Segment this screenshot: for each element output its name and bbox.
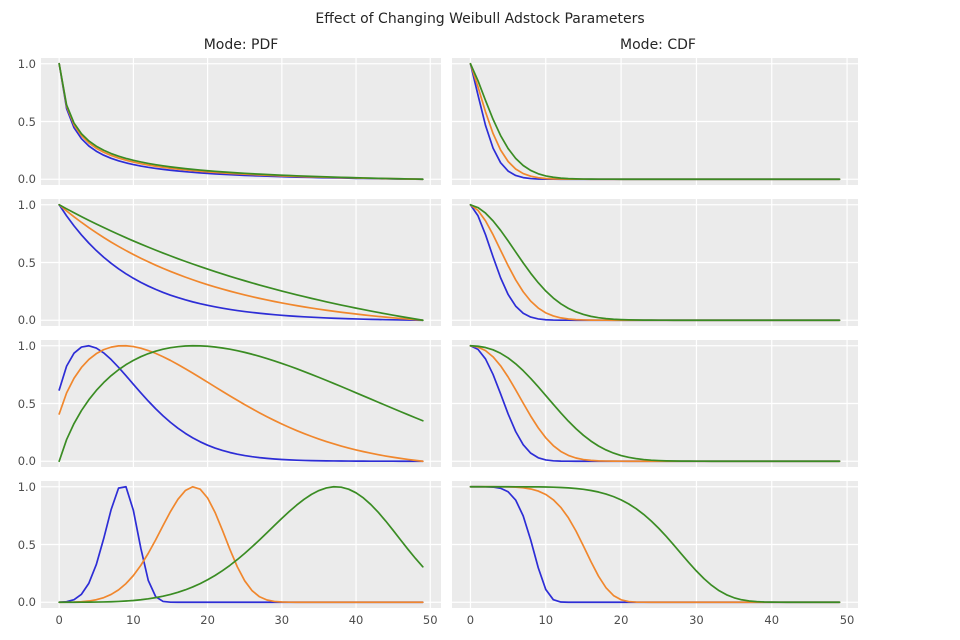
y-tick-label: 0.0: [17, 454, 36, 469]
y-tick-label: 0.5: [17, 396, 36, 411]
x-tick-label: 20: [200, 613, 215, 627]
x-tick-label: 30: [689, 613, 704, 627]
x-tick-label: 10: [126, 613, 141, 627]
curve-scale-40-pdf: [58, 485, 424, 604]
curve-scale-40-cdf: [469, 344, 841, 463]
panel-row3-pdf: [41, 340, 441, 467]
x-tick-label: 50: [422, 613, 438, 627]
panel-row2-cdf: [452, 199, 858, 326]
figure-title: Effect of Changing Weibull Adstock Param…: [315, 11, 645, 27]
subplot-title-pdf: Mode: PDF: [203, 37, 279, 53]
subplot-title-cdf: Mode: CDF: [620, 37, 696, 53]
x-tick-label: 30: [274, 613, 290, 627]
curve-scale-40-cdf: [469, 62, 841, 181]
curve-scale-40-pdf: [58, 62, 424, 181]
x-tick-label: 20: [613, 613, 629, 627]
plot-area-row1-pdf: [41, 58, 441, 185]
panel-row1-pdf: [41, 58, 441, 185]
y-tick-label: 0.0: [17, 313, 36, 328]
y-tick-label: 1.0: [17, 197, 36, 212]
curve-scale-20-pdf: [58, 344, 424, 463]
curve-scale-20-pdf: [58, 485, 424, 604]
y-tick-label: 1.0: [17, 479, 36, 494]
y-tick-label: 0.0: [17, 595, 36, 610]
plot-area-row2-pdf: [41, 199, 441, 326]
panel-row2-pdf: [41, 199, 441, 326]
curve-scale-40-cdf: [469, 203, 841, 322]
plot-area-row4-pdf: [41, 481, 441, 608]
curve-scale-40-pdf: [58, 344, 424, 463]
plot-area-row4-cdf: [452, 481, 858, 608]
panel-row3-cdf: [452, 340, 858, 467]
plot-area-row1-cdf: [452, 58, 858, 185]
curve-scale-40-pdf: [58, 203, 424, 322]
x-tick-label: 40: [764, 613, 780, 627]
x-tick-label: 0: [55, 613, 63, 627]
x-tick-label: 0: [466, 613, 475, 627]
y-tick-label: 0.0: [17, 172, 36, 187]
plot-area-row3-cdf: [452, 340, 858, 467]
curve-scale-20-pdf: [58, 203, 424, 322]
x-tick-label: 40: [348, 613, 364, 627]
plot-area-row2-cdf: [452, 199, 858, 326]
y-tick-label: 0.5: [17, 255, 36, 270]
panel-row4-cdf: [452, 481, 858, 608]
x-tick-label: 10: [538, 613, 554, 627]
curve-scale-40-cdf: [469, 485, 841, 604]
y-tick-label: 1.0: [17, 56, 36, 71]
x-tick-label: 50: [839, 613, 855, 627]
y-tick-label: 1.0: [17, 338, 36, 353]
panel-row4-pdf: [41, 481, 441, 608]
y-tick-label: 0.5: [17, 537, 36, 552]
panel-row1-cdf: [452, 58, 858, 185]
curve-scale-10-pdf: [58, 203, 424, 322]
plot-area-row3-pdf: [41, 340, 441, 467]
y-tick-label: 0.5: [17, 114, 36, 129]
